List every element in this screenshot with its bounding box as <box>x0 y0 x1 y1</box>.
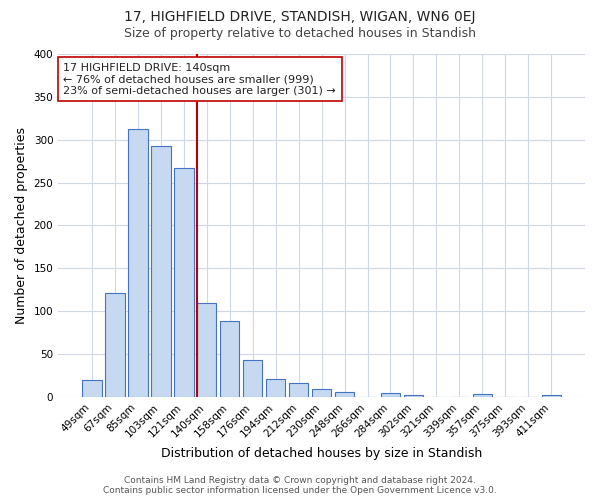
Text: 17 HIGHFIELD DRIVE: 140sqm
← 76% of detached houses are smaller (999)
23% of sem: 17 HIGHFIELD DRIVE: 140sqm ← 76% of deta… <box>64 62 336 96</box>
Bar <box>151 146 170 397</box>
Bar <box>404 395 423 397</box>
Bar <box>266 379 286 397</box>
Bar <box>174 168 194 397</box>
Text: 17, HIGHFIELD DRIVE, STANDISH, WIGAN, WN6 0EJ: 17, HIGHFIELD DRIVE, STANDISH, WIGAN, WN… <box>124 10 476 24</box>
Bar <box>220 322 239 397</box>
Bar <box>82 380 101 397</box>
Bar <box>289 383 308 397</box>
Text: Size of property relative to detached houses in Standish: Size of property relative to detached ho… <box>124 28 476 40</box>
Text: Contains HM Land Registry data © Crown copyright and database right 2024.
Contai: Contains HM Land Registry data © Crown c… <box>103 476 497 495</box>
Bar <box>542 395 561 397</box>
Bar <box>335 392 355 397</box>
Bar <box>197 302 217 397</box>
Bar <box>105 293 125 397</box>
Bar <box>243 360 262 397</box>
Bar <box>381 392 400 397</box>
Bar <box>312 389 331 397</box>
Bar <box>473 394 492 397</box>
X-axis label: Distribution of detached houses by size in Standish: Distribution of detached houses by size … <box>161 447 482 460</box>
Bar <box>128 128 148 397</box>
Y-axis label: Number of detached properties: Number of detached properties <box>15 127 28 324</box>
